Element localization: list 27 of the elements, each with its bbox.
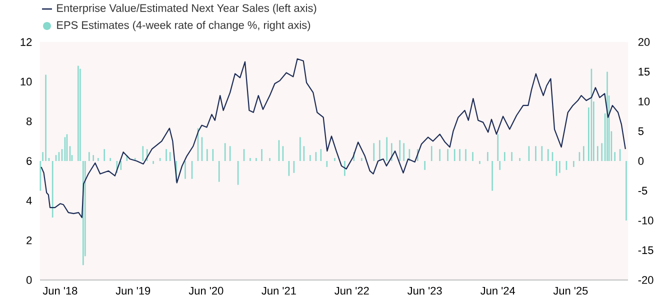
y-tick-label: 0	[26, 276, 32, 284]
y-tick-label: 6	[26, 157, 32, 165]
y-tick-label: 10	[20, 78, 32, 86]
y2-tick-label: 10	[638, 98, 650, 106]
x-tick-label: Jun '22	[334, 286, 369, 295]
legend-label: Enterprise Value/Estimated Next Year Sales (left axis)	[57, 4, 316, 14]
y2-tick-label: -5	[638, 186, 648, 195]
x-tick-label: Jun '25	[553, 286, 588, 295]
legend-label: EPS Estimates (4-week rate of change %, right axis)	[57, 20, 310, 32]
x-tick-label: Jun '18	[42, 286, 78, 295]
line-series	[40, 58, 626, 218]
x-tick-label: Jun '23	[407, 286, 442, 295]
x-tick-label: Jun '20	[188, 286, 224, 295]
y-tick-label: 2	[26, 236, 32, 244]
y2-tick-label: -15	[638, 246, 654, 254]
y2-tick-label: 5	[638, 127, 644, 136]
y-tick-label: 4	[26, 196, 32, 204]
y2-tick-label: 20	[638, 38, 650, 46]
x-tick-label: Jun '19	[116, 286, 150, 295]
y2-tick-label: -20	[638, 276, 654, 284]
x-tick-label: Jun '21	[262, 286, 296, 295]
y-tick-label: 8	[26, 117, 32, 126]
y2-tick-label: 0	[638, 157, 644, 165]
x-tick-label: Jun '24	[480, 286, 516, 295]
y-tick-label: 12	[20, 38, 32, 46]
y2-tick-label: -10	[638, 216, 654, 224]
y2-tick-label: 15	[638, 68, 650, 76]
